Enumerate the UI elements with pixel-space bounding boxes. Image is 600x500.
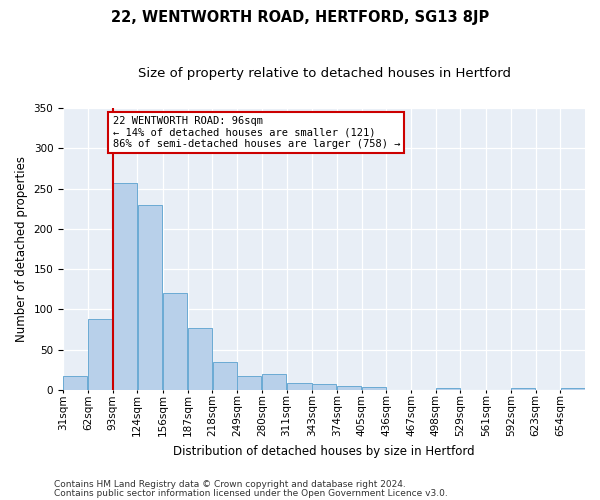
Bar	[113, 183, 137, 390]
Bar	[511, 388, 535, 390]
Bar	[337, 386, 361, 390]
Bar	[287, 384, 311, 390]
Bar	[238, 376, 262, 390]
X-axis label: Distribution of detached houses by size in Hertford: Distribution of detached houses by size …	[173, 444, 475, 458]
Text: 22 WENTWORTH ROAD: 96sqm
← 14% of detached houses are smaller (121)
86% of semi-: 22 WENTWORTH ROAD: 96sqm ← 14% of detach…	[113, 116, 400, 150]
Title: Size of property relative to detached houses in Hertford: Size of property relative to detached ho…	[137, 68, 511, 80]
Bar	[262, 374, 286, 390]
Bar	[88, 319, 112, 390]
Bar	[313, 384, 337, 390]
Bar	[137, 206, 163, 390]
Bar	[362, 388, 386, 390]
Bar	[212, 362, 236, 390]
Text: 22, WENTWORTH ROAD, HERTFORD, SG13 8JP: 22, WENTWORTH ROAD, HERTFORD, SG13 8JP	[111, 10, 489, 25]
Bar	[64, 376, 88, 390]
Y-axis label: Number of detached properties: Number of detached properties	[15, 156, 28, 342]
Text: Contains public sector information licensed under the Open Government Licence v3: Contains public sector information licen…	[54, 488, 448, 498]
Bar	[188, 328, 212, 390]
Bar	[163, 294, 187, 390]
Text: Contains HM Land Registry data © Crown copyright and database right 2024.: Contains HM Land Registry data © Crown c…	[54, 480, 406, 489]
Bar	[436, 388, 460, 390]
Bar	[560, 388, 584, 390]
